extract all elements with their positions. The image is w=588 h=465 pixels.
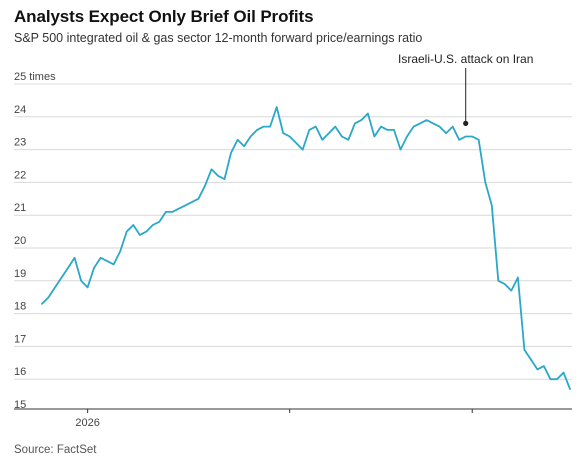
x-axis: 2026April — [14, 408, 572, 429]
x-tick-label: 2026 — [75, 417, 99, 429]
annotation: Israeli-U.S. attack on Iran — [398, 52, 533, 126]
y-tick-label: 20 — [14, 235, 26, 247]
y-axis-labels: 15 16 17 18 19 20 21 22 23 24 25 times — [14, 71, 56, 411]
chart-subtitle: S&P 500 integrated oil & gas sector 12-m… — [14, 31, 423, 45]
y-tick-label: 16 — [14, 366, 26, 378]
series-layer — [41, 106, 571, 390]
series-line — [41, 106, 571, 390]
annotation-label: Israeli-U.S. attack on Iran — [398, 52, 533, 66]
y-tick-label: 25 times — [14, 71, 56, 83]
y-tick-label: 19 — [14, 268, 26, 280]
annotation-dot — [463, 120, 469, 126]
gridlines — [14, 83, 572, 380]
source-note: Source: FactSet — [14, 444, 97, 456]
y-tick-label: 18 — [14, 301, 26, 313]
y-tick-label: 22 — [14, 169, 26, 181]
y-tick-label: 23 — [14, 137, 26, 149]
y-tick-label: 17 — [14, 333, 26, 345]
y-tick-label: 24 — [14, 104, 26, 116]
chart-title: Analysts Expect Only Brief Oil Profits — [14, 7, 314, 26]
y-tick-label: 15 — [14, 399, 26, 411]
y-tick-label: 21 — [14, 202, 26, 214]
